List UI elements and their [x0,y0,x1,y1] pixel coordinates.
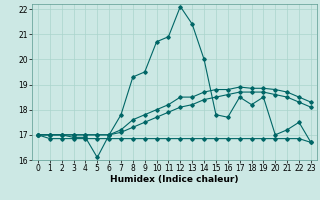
X-axis label: Humidex (Indice chaleur): Humidex (Indice chaleur) [110,175,239,184]
